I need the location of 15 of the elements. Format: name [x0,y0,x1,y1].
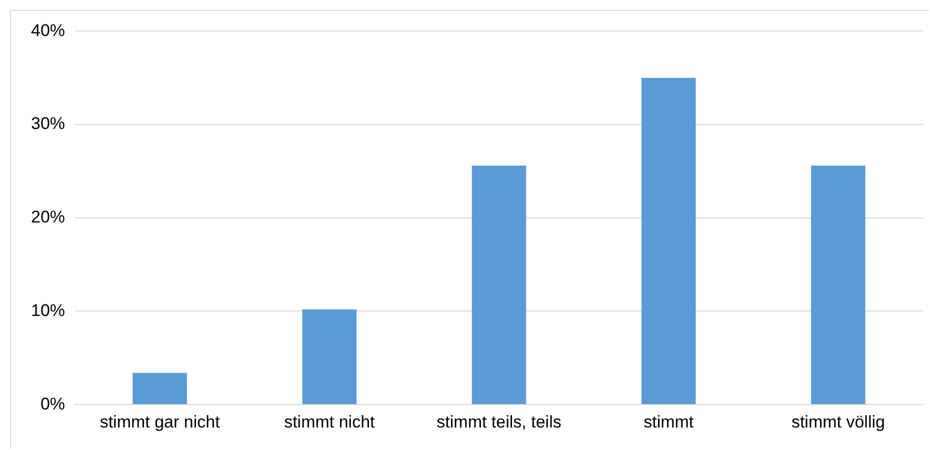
bar [641,78,696,404]
x-tick-label: stimmt [644,412,694,432]
y-tick-label: 0% [40,394,66,414]
x-tick-label: stimmt nicht [284,412,376,432]
bar [302,309,357,404]
y-tick-label: 40% [30,20,66,40]
bar [811,166,866,404]
y-tick-label: 30% [30,114,66,134]
x-tick-label: stimmt völlig [791,412,885,432]
x-tick-label: stimmt gar nicht [100,412,220,432]
bar [132,372,187,404]
y-tick-label: 10% [30,300,66,320]
x-tick-label: stimmt teils, teils [436,412,562,432]
bar [472,166,526,404]
y-tick-label: 20% [30,208,66,227]
